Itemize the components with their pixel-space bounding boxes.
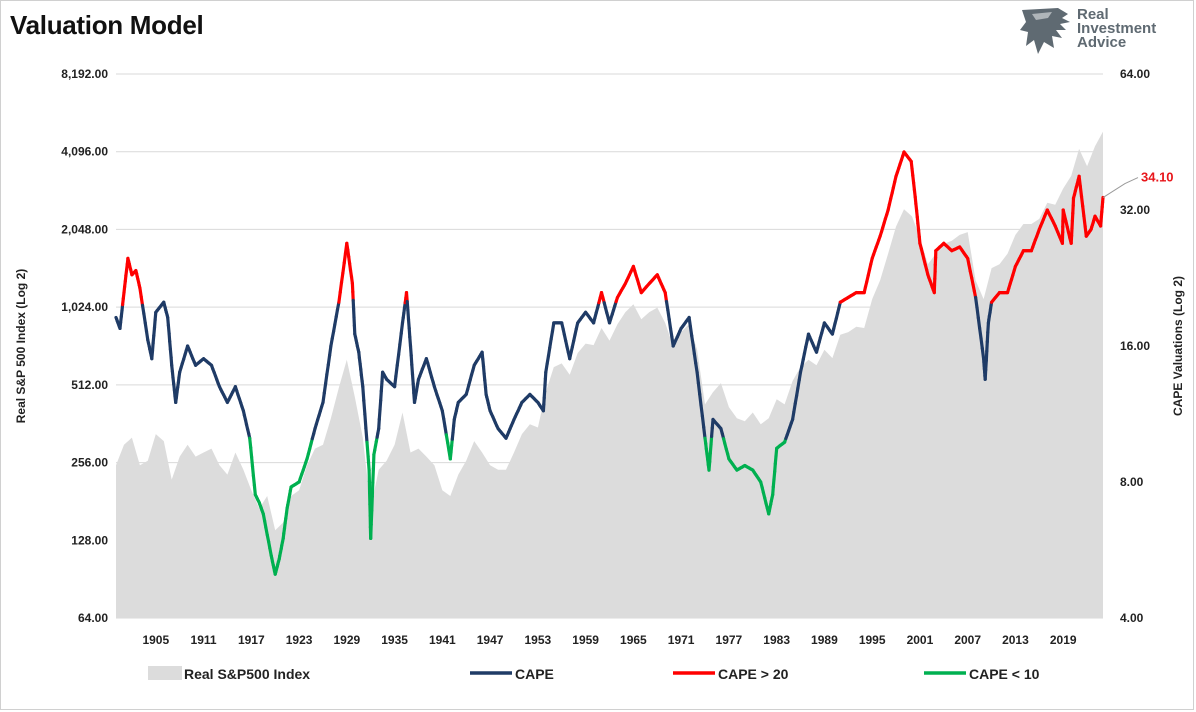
x-tick-label: 1917 bbox=[238, 633, 265, 647]
right-tick-label: 4.00 bbox=[1120, 611, 1144, 625]
last-value-callout: 34.10 bbox=[1102, 170, 1174, 198]
cape-segment bbox=[980, 346, 986, 361]
x-tick-label: 1959 bbox=[572, 633, 599, 647]
left-tick-label: 2,048.00 bbox=[61, 222, 108, 236]
cape-segment bbox=[700, 414, 706, 429]
cape-high-segment bbox=[338, 281, 344, 294]
cape-low-segment bbox=[370, 494, 374, 513]
x-tick-label: 1905 bbox=[142, 633, 169, 647]
cape-segment bbox=[699, 403, 705, 418]
eagle-icon bbox=[1020, 8, 1070, 54]
logo-line: Investment bbox=[1077, 20, 1157, 37]
cape-high-segment bbox=[1082, 214, 1087, 228]
cape-segment bbox=[393, 374, 398, 389]
cape-segment bbox=[695, 370, 701, 385]
cape-segment bbox=[363, 412, 368, 430]
cape-high-segment bbox=[1077, 174, 1082, 188]
left-tick-label: 1,024.00 bbox=[61, 300, 108, 314]
cape-high-segment bbox=[342, 251, 348, 265]
legend-label: CAPE > 20 bbox=[718, 666, 789, 682]
right-axis-ticks: 64.00 32.00 16.00 8.00 4.00 bbox=[1120, 67, 1150, 625]
cape-high-segment bbox=[337, 290, 342, 304]
left-tick-label: 8,192.00 bbox=[61, 67, 108, 81]
cape-segment bbox=[702, 425, 707, 440]
x-tick-label: 1911 bbox=[191, 633, 217, 647]
x-tick-label: 1977 bbox=[716, 633, 743, 647]
x-tick-label: 1947 bbox=[477, 633, 504, 647]
callout-leader bbox=[1102, 177, 1139, 198]
cape-low-segment bbox=[370, 480, 375, 499]
cape-segment bbox=[698, 392, 703, 407]
legend-label: Real S&P500 Index bbox=[184, 666, 310, 682]
cape-segment bbox=[362, 399, 367, 417]
cape-segment bbox=[361, 385, 366, 403]
legend: Real S&P500 Index CAPE CAPE > 20 CAPE < 10 bbox=[148, 666, 1040, 682]
x-tick-label: 1965 bbox=[620, 633, 647, 647]
left-tick-label: 64.00 bbox=[78, 611, 108, 625]
index-area-fill bbox=[116, 131, 1103, 618]
logo-line: Real bbox=[1077, 6, 1109, 23]
cape-low-segment bbox=[371, 467, 375, 485]
cape-low-segment bbox=[369, 522, 373, 541]
cape-low-segment bbox=[371, 453, 376, 471]
cape-segment bbox=[364, 426, 369, 444]
right-tick-label: 16.00 bbox=[1120, 339, 1150, 353]
cape-segment bbox=[398, 331, 403, 346]
left-tick-label: 128.00 bbox=[71, 533, 108, 547]
cape-segment bbox=[394, 363, 399, 378]
left-tick-label: 4,096.00 bbox=[61, 145, 108, 159]
cape-segment bbox=[976, 316, 982, 330]
x-tick-label: 2007 bbox=[954, 633, 981, 647]
chart-title: Valuation Model bbox=[10, 10, 204, 40]
cape-segment bbox=[397, 342, 402, 357]
x-tick-label: 2019 bbox=[1050, 633, 1077, 647]
right-tick-label: 32.00 bbox=[1120, 203, 1150, 217]
x-axis-ticks: 1905 1911 1917 1923 1929 1935 1941 1947 1953 1959… bbox=[142, 633, 1076, 647]
legend-label: CAPE < 10 bbox=[969, 666, 1040, 682]
cape-high-segment bbox=[1081, 204, 1086, 218]
logo-wordmark: Real Investment Advice bbox=[1077, 6, 1157, 51]
cape-low-segment bbox=[365, 440, 370, 458]
x-tick-label: 1953 bbox=[525, 633, 552, 647]
cape-high-segment bbox=[1079, 194, 1085, 208]
cape-segment bbox=[973, 295, 979, 310]
x-tick-label: 1935 bbox=[381, 633, 408, 647]
x-tick-label: 1941 bbox=[429, 633, 456, 647]
cape-low-segment bbox=[366, 454, 371, 472]
cape-low-segment bbox=[369, 508, 374, 527]
left-axis-ticks: 8,192.00 4,096.00 2,048.00 1,024.00 512.00 25… bbox=[61, 67, 108, 625]
logo-line: Advice bbox=[1077, 34, 1127, 51]
x-tick-label: 1923 bbox=[286, 633, 313, 647]
x-tick-label: 1929 bbox=[333, 633, 360, 647]
cape-high-segment bbox=[1078, 184, 1084, 198]
legend-index-swatch bbox=[148, 666, 182, 680]
legend-label: CAPE bbox=[515, 666, 554, 682]
cape-segment bbox=[395, 353, 401, 368]
cape-segment bbox=[399, 321, 405, 336]
last-value-label: 34.10 bbox=[1141, 170, 1174, 185]
x-tick-label: 1983 bbox=[763, 633, 790, 647]
right-axis-title: CAPE Valuations (Log 2) bbox=[1171, 276, 1185, 416]
cape-segment bbox=[977, 326, 983, 340]
cape-high-segment bbox=[341, 261, 346, 275]
left-tick-label: 512.00 bbox=[71, 378, 108, 392]
brand-logo: Real Investment Advice bbox=[1018, 6, 1178, 56]
right-tick-label: 64.00 bbox=[1120, 67, 1150, 81]
cape-lines bbox=[114, 150, 1105, 576]
x-tick-label: 2013 bbox=[1002, 633, 1029, 647]
x-tick-label: 2001 bbox=[907, 633, 934, 647]
index-area bbox=[116, 131, 1103, 618]
left-axis-title: Real S&P 500 Index (Log 2) bbox=[14, 269, 28, 424]
cape-segment bbox=[975, 306, 980, 320]
right-tick-label: 8.00 bbox=[1120, 475, 1144, 489]
x-tick-label: 1971 bbox=[668, 633, 695, 647]
cape-high-segment bbox=[339, 271, 345, 285]
cape-segment bbox=[979, 336, 984, 350]
x-tick-label: 1995 bbox=[859, 633, 886, 647]
left-tick-label: 256.00 bbox=[71, 456, 108, 470]
cape-segment bbox=[696, 381, 702, 396]
x-tick-label: 1989 bbox=[811, 633, 838, 647]
